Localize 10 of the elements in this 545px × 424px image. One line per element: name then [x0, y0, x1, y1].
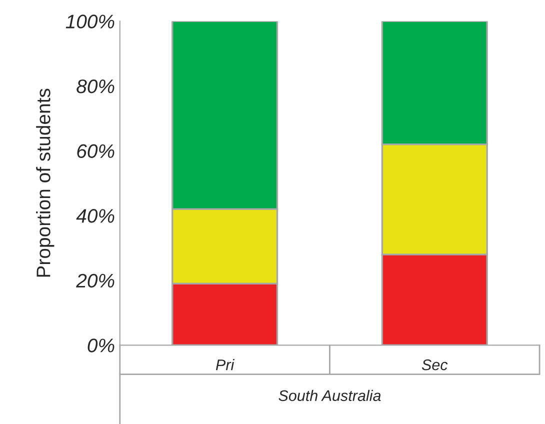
y-tick-label: 40%	[76, 209, 114, 223]
x-axis-title: South Australia	[278, 390, 381, 402]
y-tick-label: 60%	[77, 144, 114, 158]
y-axis-title: Proportion of students	[36, 88, 54, 277]
x-tick-label: Sec	[422, 359, 448, 370]
y-tick-label: 20%	[76, 274, 114, 288]
y-tick-label: 80%	[76, 79, 114, 94]
y-tick-label: 100%	[66, 14, 114, 28]
x-tick-label: Pri	[216, 359, 234, 370]
y-tick-label: 0%	[88, 338, 114, 352]
